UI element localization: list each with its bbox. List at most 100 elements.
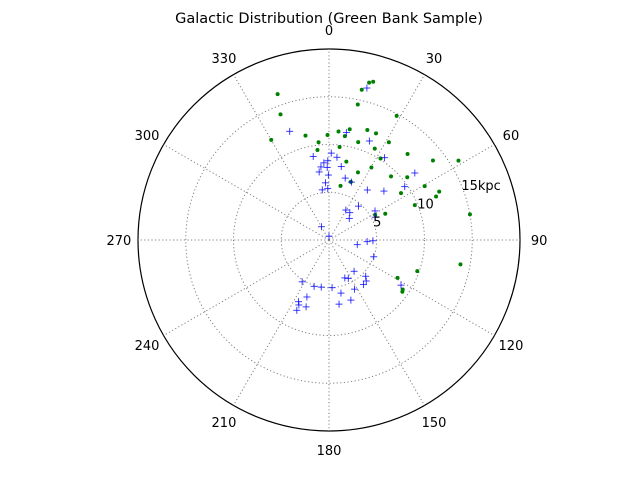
scatter-point-dot <box>365 127 370 132</box>
scatter-point-dot <box>372 146 377 151</box>
scatter-point-plus <box>353 241 361 249</box>
angular-gridline-330 <box>233 74 330 241</box>
theta-tick-label: 90 <box>531 234 548 249</box>
scatter-point-plus <box>298 278 306 286</box>
scatter-point-plus <box>363 84 371 92</box>
scatter-point-dot <box>342 134 347 139</box>
scatter-point-plus <box>286 127 294 135</box>
theta-tick-label: 240 <box>135 339 160 354</box>
scatter-point-plus <box>341 274 349 282</box>
scatter-point-plus <box>324 171 332 179</box>
scatter-point-dot <box>275 92 280 97</box>
theta-tick-label: 270 <box>106 234 131 249</box>
scatter-point-plus <box>342 206 350 214</box>
scatter-point-dot <box>347 127 352 132</box>
scatter-point-dot <box>456 158 461 163</box>
scatter-point-plus <box>411 169 419 177</box>
scatter-point-plus <box>315 168 323 176</box>
scatter-point-plus <box>380 187 388 195</box>
scatter-point-dot <box>405 175 410 180</box>
scatter-point-dot <box>355 170 360 175</box>
scatter-point-dot <box>394 113 399 118</box>
scatter-point-plus <box>362 277 370 285</box>
angular-gridline-150 <box>328 239 425 406</box>
data-points <box>269 79 472 314</box>
scatter-point-dot <box>369 165 374 170</box>
scatter-point-plus <box>362 272 370 280</box>
scatter-point-dot <box>344 159 349 164</box>
radius-tick-label: 5 <box>373 216 381 231</box>
scatter-point-plus <box>295 301 303 309</box>
scatter-point-dot <box>378 156 383 161</box>
scatter-point-plus <box>324 157 332 165</box>
theta-tick-label: 180 <box>317 444 342 459</box>
scatter-point-plus <box>371 207 379 215</box>
scatter-point-plus <box>324 184 332 192</box>
scatter-point-dot <box>278 112 283 117</box>
scatter-point-dot <box>383 211 388 216</box>
polar-grid <box>138 49 520 431</box>
radius-tick-label: 10 <box>417 197 434 212</box>
scatter-point-dot <box>415 269 420 274</box>
theta-tick-label: 30 <box>426 52 443 67</box>
scatter-point-dot <box>412 203 417 208</box>
angular-gridline-240 <box>163 239 330 336</box>
scatter-point-dot <box>337 145 342 150</box>
scatter-point-plus <box>350 285 358 293</box>
scatter-point-plus <box>342 129 350 137</box>
scatter-point-plus <box>328 284 336 292</box>
scatter-point-dot <box>389 174 394 179</box>
scatter-point-plus <box>335 300 343 308</box>
scatter-point-plus <box>302 303 310 311</box>
scatter-point-plus <box>347 178 355 186</box>
theta-tick-label: 300 <box>135 129 160 144</box>
scatter-point-plus <box>341 174 349 182</box>
scatter-point-plus <box>317 223 325 231</box>
scatter-point-plus <box>381 154 389 162</box>
scatter-point-plus <box>371 213 379 221</box>
scatter-point-plus <box>337 289 345 297</box>
scatter-point-dot <box>356 140 361 145</box>
theta-tick-label: 0 <box>325 24 333 39</box>
scatter-point-dot <box>437 189 442 194</box>
scatter-point-plus <box>337 163 345 171</box>
scatter-point-plus <box>346 209 354 217</box>
theta-tick-label: 150 <box>422 416 447 431</box>
scatter-point-dot <box>359 87 364 92</box>
scatter-point-dot <box>336 129 341 134</box>
scatter-point-plus <box>310 282 318 290</box>
scatter-point-plus <box>293 306 301 314</box>
scatter-point-dot <box>467 212 472 217</box>
scatter-point-plus <box>397 281 405 289</box>
scatter-point-dot <box>434 194 439 199</box>
scatter-point-dot <box>400 287 405 292</box>
scatter-point-dot <box>395 275 400 280</box>
angular-gridline-210 <box>233 239 330 406</box>
scatter-point-plus <box>320 159 328 167</box>
scatter-point-dot <box>269 137 274 142</box>
scatter-point-plus <box>363 238 371 246</box>
scatter-point-plus <box>365 137 373 145</box>
tick-labels: 0 30 60 90 120 150 180 210 240 270 300 330 5 10 15kpc <box>106 24 547 459</box>
scatter-point-dot <box>374 131 379 136</box>
scatter-point-dot <box>315 148 320 153</box>
scatter-point-plus <box>318 186 326 194</box>
scatter-point-plus <box>322 179 330 187</box>
scatter-point-plus <box>309 152 317 160</box>
angular-gridline-60 <box>328 144 495 241</box>
scatter-point-dot <box>422 184 427 189</box>
scatter-point-dot <box>405 151 410 156</box>
scatter-point-plus <box>327 149 335 157</box>
scatter-point-dot <box>325 132 330 137</box>
scatter-point-dot <box>386 140 391 145</box>
scatter-point-plus <box>345 214 353 222</box>
scatter-point-plus <box>363 186 371 194</box>
angular-gridline-30 <box>328 74 425 241</box>
scatter-point-plus <box>303 293 311 301</box>
chart-title: Galactic Distribution (Green Bank Sample… <box>175 11 483 27</box>
scatter-point-dot <box>399 191 404 196</box>
scatter-point-plus <box>347 296 355 304</box>
scatter-point-dot <box>316 140 321 145</box>
scatter-point-plus <box>317 283 325 291</box>
